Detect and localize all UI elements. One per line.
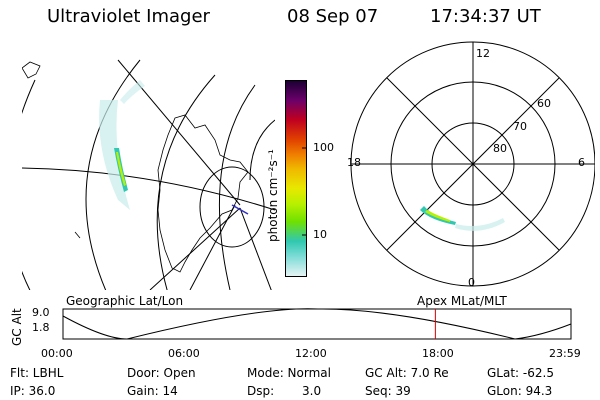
geographic-map xyxy=(22,59,275,290)
door-info: Door: Open xyxy=(127,366,196,380)
altitude-plot xyxy=(62,308,572,340)
mlt-label-6: 6 xyxy=(578,156,585,169)
gc-alt-axis-label: GC Alt xyxy=(10,308,24,346)
seq-info: Seq: 39 xyxy=(365,384,411,398)
colorbar xyxy=(285,80,307,277)
y-tick-9: 9.0 xyxy=(32,306,50,319)
mlt-label-12: 12 xyxy=(476,47,490,60)
glon-info: GLon: 94.3 xyxy=(487,384,553,398)
time-tick-0000: 00:00 xyxy=(41,347,73,360)
colorbar-unit-label: photon cm⁻²s⁻¹ xyxy=(266,149,280,242)
time-label: 17:34:37 UT xyxy=(430,6,541,27)
colorbar-tick-100: 100 xyxy=(313,141,334,154)
ip-info: IP: 36.0 xyxy=(10,384,56,398)
flt-info: Flt: LBHL xyxy=(10,366,64,380)
time-tick-1800: 18:00 xyxy=(422,347,454,360)
mode-info: Mode: Normal xyxy=(247,366,331,380)
dsp-label: Dsp: xyxy=(247,384,275,398)
lat-label-80: 80 xyxy=(493,142,507,155)
polar-plot xyxy=(350,41,595,287)
dsp-value: 3.0 xyxy=(302,384,322,398)
geographic-latlon-label: Geographic Lat/Lon xyxy=(66,294,184,308)
y-tick-1-8: 1.8 xyxy=(32,321,50,334)
gain-info: Gain: 14 xyxy=(127,384,178,398)
date-label: 08 Sep 07 xyxy=(287,6,379,27)
apex-mlat-mlt-label: Apex MLat/MLT xyxy=(417,294,507,308)
time-tick-1200: 12:00 xyxy=(295,347,327,360)
lat-label-60: 60 xyxy=(537,97,551,110)
gc-alt-info: GC Alt: 7.0 Re xyxy=(365,366,449,380)
glat-info: GLat: -62.5 xyxy=(487,366,554,380)
mlt-label-18: 18 xyxy=(347,156,361,169)
lat-label-70: 70 xyxy=(513,120,527,133)
time-tick-2359: 23:59 xyxy=(549,347,581,360)
time-tick-0600: 06:00 xyxy=(168,347,200,360)
mlt-label-0: 0 xyxy=(468,276,475,289)
instrument-title: Ultraviolet Imager xyxy=(47,6,210,27)
colorbar-tick-10: 10 xyxy=(313,228,327,241)
